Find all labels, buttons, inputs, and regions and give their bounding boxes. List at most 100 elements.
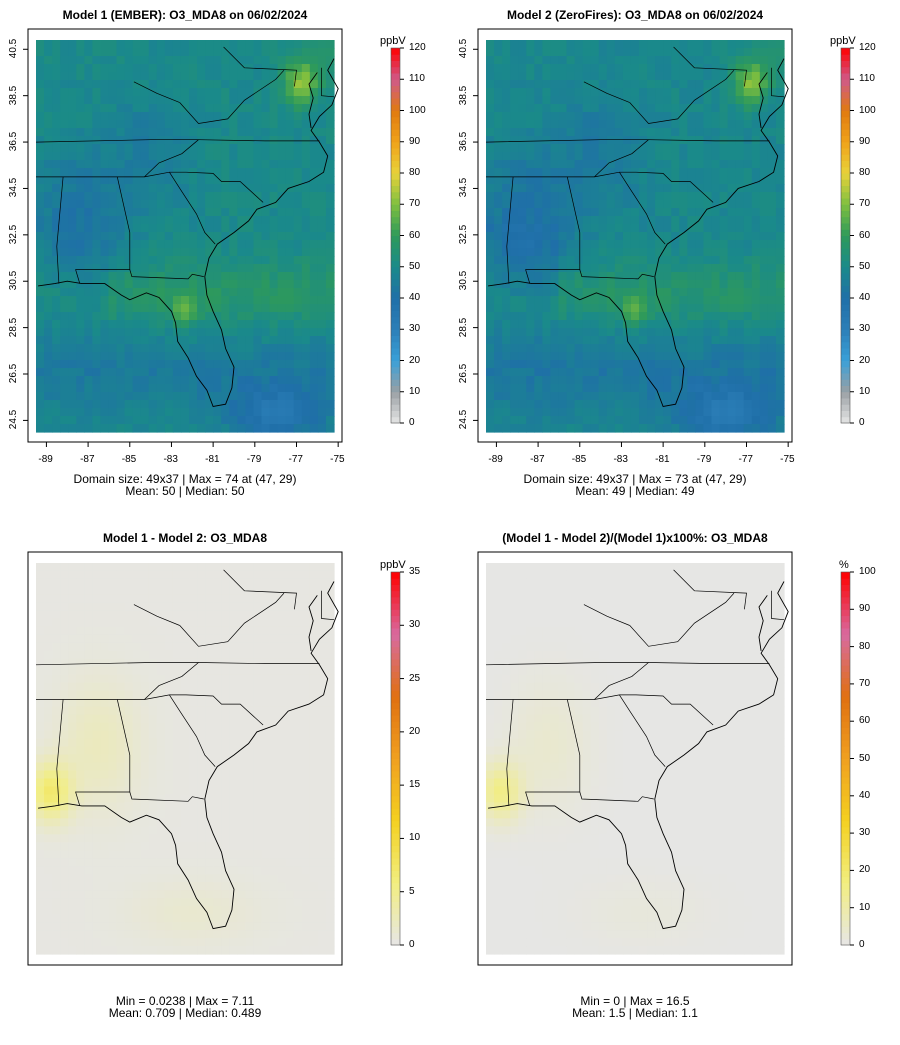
state-border	[486, 694, 714, 726]
stats-line-2: Mean: 49 | Median: 49	[575, 484, 695, 498]
colorbar-tick-label: 90	[409, 135, 421, 147]
state-border	[144, 662, 199, 700]
lon-tick-label: -83	[163, 454, 178, 465]
lon-tick-label: -85	[571, 454, 587, 465]
colorbar-tick-label: 10	[859, 385, 871, 397]
state-border	[506, 699, 514, 806]
colorbar-tick-label: 0	[409, 417, 415, 428]
colorbar-tick-label: 10	[409, 385, 421, 397]
map-panel-4	[477, 551, 854, 966]
state-border	[56, 699, 64, 806]
colorbar-tick-label: 30	[409, 619, 421, 631]
state-border	[579, 791, 654, 802]
lat-tick-label: 34.5	[458, 178, 470, 198]
lon-tick-label: -81	[205, 454, 220, 465]
lon-tick-label: -81	[655, 454, 670, 465]
lat-tick-label: 40.5	[8, 39, 20, 59]
lat-tick-label: 30.5	[458, 270, 470, 291]
colorbar-tick-label: 30	[859, 323, 871, 335]
colorbar-tick-label: 25	[409, 672, 421, 684]
state-border	[179, 592, 285, 647]
state-border	[673, 569, 747, 610]
state-border	[36, 694, 264, 726]
lon-tick-label: -77	[738, 454, 753, 465]
stats-line-1: Domain size: 49x37 | Max = 74 at (47, 29…	[73, 472, 297, 486]
lon-tick-label: -75	[780, 454, 795, 465]
lon-tick-label: -79	[246, 454, 262, 465]
state-border	[594, 139, 649, 178]
state-border	[223, 46, 297, 87]
colorbar-tick-label: 70	[859, 677, 871, 689]
lat-tick-label: 28.5	[458, 317, 470, 337]
colorbar-tick-label: 90	[859, 603, 871, 615]
state-border	[169, 172, 216, 245]
colorbar-tick-label: 30	[409, 323, 421, 335]
colorbar-tick-label: 100	[409, 104, 426, 116]
colorbar-tick-label: 30	[859, 827, 871, 839]
state-border	[144, 139, 199, 178]
coastline	[38, 58, 339, 408]
state-border	[56, 176, 64, 284]
colorbar-tick-label: 50	[859, 260, 871, 272]
state-border	[321, 67, 335, 98]
colorbar-tick-label: 100	[859, 566, 876, 577]
colorbar-tick-label: 120	[859, 42, 876, 53]
lat-tick-label: 28.5	[8, 317, 20, 337]
lon-tick-label: -87	[530, 454, 545, 465]
state-border	[169, 694, 216, 767]
colorbar-tick-label: 20	[859, 354, 871, 366]
colorbar-tick-label: 35	[409, 566, 421, 577]
state-border	[619, 694, 666, 767]
colorbar-tick-label: 40	[409, 292, 421, 303]
map-panel-3	[27, 551, 404, 966]
state-border	[133, 81, 180, 103]
colorbar-tick-label: 0	[859, 939, 865, 950]
stats-line-1: Min = 0 | Max = 16.5	[580, 994, 690, 1008]
colorbar	[390, 47, 401, 424]
state-border	[673, 46, 747, 87]
colorbar-tick-label: 10	[409, 832, 421, 844]
panel-title: Model 1 - Model 2: O3_MDA8	[102, 531, 268, 545]
state-border	[771, 67, 785, 98]
colorbar-tick-label: 20	[859, 864, 871, 876]
chesapeake-shore	[308, 595, 318, 651]
lon-tick-label: -85	[121, 454, 137, 465]
colorbar-tick-label: 40	[859, 292, 871, 303]
state-border	[771, 590, 785, 621]
colorbar-tick-label: 90	[859, 135, 871, 147]
colorbar-tick-label: 50	[409, 260, 421, 272]
lon-tick-label: -75	[330, 454, 345, 465]
lat-tick-label: 38.5	[8, 85, 20, 105]
lon-tick-label: -83	[613, 454, 628, 465]
state-border	[36, 171, 264, 203]
lon-tick-label: -87	[80, 454, 95, 465]
lat-tick-label: 40.5	[458, 39, 470, 59]
lon-tick-label: -89	[38, 454, 53, 465]
state-border	[223, 569, 297, 610]
colorbar-unit: ppbV	[380, 35, 406, 47]
colorbar-tick-label: 70	[409, 198, 421, 210]
state-border	[486, 171, 714, 203]
panel-title: Model 2 (ZeroFires): O3_MDA8 on 06/02/20…	[506, 8, 764, 22]
map-panel-1	[23, 28, 404, 447]
colorbar	[390, 571, 401, 946]
state-border	[579, 269, 654, 280]
coastline	[488, 581, 789, 930]
state-border	[179, 69, 285, 124]
lat-tick-label: 36.5	[458, 131, 470, 152]
state-border	[133, 604, 180, 626]
lat-tick-label: 36.5	[8, 131, 20, 152]
lat-tick-label: 24.5	[8, 410, 20, 430]
lat-tick-label: 30.5	[8, 270, 20, 291]
colorbar-unit: ppbV	[830, 35, 856, 47]
colorbar-unit: ppbV	[380, 559, 406, 571]
plot-frame	[477, 28, 793, 443]
colorbar-tick-label: 0	[859, 417, 865, 428]
colorbar-tick-label: 110	[409, 73, 425, 85]
ozone-raster	[36, 40, 335, 433]
coastline	[38, 581, 339, 930]
map-panel-2	[473, 28, 854, 447]
stats-line-2: Mean: 1.5 | Median: 1.1	[572, 1006, 698, 1020]
colorbar-tick-label: 60	[409, 229, 421, 241]
